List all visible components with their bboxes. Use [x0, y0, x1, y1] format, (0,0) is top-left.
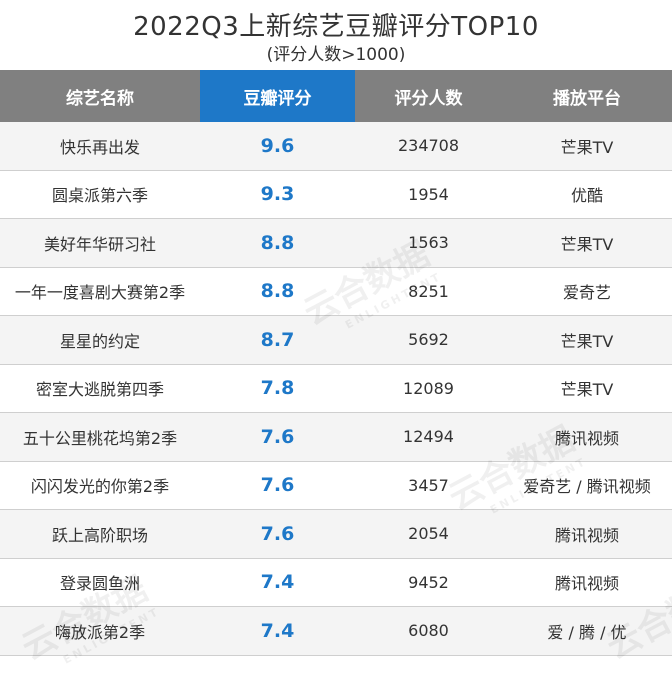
- header-douban-score: 豆瓣评分: [200, 70, 355, 122]
- platform-cell: 腾讯视频: [502, 412, 672, 462]
- table-row: 闪闪发光的你第2季 7.6 3457 爱奇艺 / 腾讯视频: [0, 461, 672, 510]
- show-name-cell: 美好年华研习社: [0, 218, 200, 268]
- chart-title: 2022Q3上新综艺豆瓣评分TOP10: [133, 12, 539, 42]
- douban-score-cell: 7.8: [200, 364, 355, 413]
- table-row: 一年一度喜剧大赛第2季 8.8 8251 爱奇艺: [0, 267, 672, 316]
- platform-cell: 爱 / 腾 / 优: [502, 606, 672, 656]
- platform-cell: 爱奇艺: [502, 267, 672, 316]
- table-row: 嗨放派第2季 7.4 6080 爱 / 腾 / 优: [0, 606, 672, 656]
- header-row: 综艺名称 豆瓣评分 评分人数 播放平台: [0, 70, 672, 122]
- header-show-name: 综艺名称: [0, 70, 200, 122]
- table-row: 美好年华研习社 8.8 1563 芒果TV: [0, 218, 672, 268]
- table-row: 快乐再出发 9.6 234708 芒果TV: [0, 122, 672, 171]
- douban-score-cell: 7.6: [200, 461, 355, 510]
- chart-subtitle: (评分人数>1000): [266, 45, 406, 65]
- show-name-cell: 密室大逃脱第四季: [0, 364, 200, 413]
- platform-cell: 芒果TV: [502, 122, 672, 171]
- show-name-cell: 跃上高阶职场: [0, 509, 200, 559]
- header-platform: 播放平台: [502, 70, 672, 122]
- platform-cell: 腾讯视频: [502, 509, 672, 559]
- table-row: 五十公里桃花坞第2季 7.6 12494 腾讯视频: [0, 412, 672, 462]
- platform-cell: 芒果TV: [502, 364, 672, 413]
- platform-cell: 优酷: [502, 170, 672, 219]
- platform-cell: 芒果TV: [502, 315, 672, 365]
- platform-cell: 腾讯视频: [502, 558, 672, 607]
- show-name-cell: 一年一度喜剧大赛第2季: [0, 267, 200, 316]
- douban-score-cell: 8.7: [200, 315, 355, 365]
- show-name-cell: 登录圆鱼洲: [0, 558, 200, 607]
- table-row: 密室大逃脱第四季 7.8 12089 芒果TV: [0, 364, 672, 413]
- table-row: 圆桌派第六季 9.3 1954 优酷: [0, 170, 672, 219]
- rating-count-cell: 3457: [355, 461, 502, 510]
- rating-count-cell: 5692: [355, 315, 502, 365]
- douban-score-cell: 9.3: [200, 170, 355, 219]
- douban-score-cell: 7.6: [200, 412, 355, 462]
- rating-count-cell: 8251: [355, 267, 502, 316]
- douban-score-cell: 8.8: [200, 218, 355, 268]
- rating-count-cell: 6080: [355, 606, 502, 656]
- rating-count-cell: 1563: [355, 218, 502, 268]
- rating-count-cell: 1954: [355, 170, 502, 219]
- table-row: 跃上高阶职场 7.6 2054 腾讯视频: [0, 509, 672, 559]
- ranking-table: 综艺名称 豆瓣评分 评分人数 播放平台 快乐再出发 9.6 234708 芒果TV 圆桌…: [0, 70, 672, 656]
- show-name-cell: 圆桌派第六季: [0, 170, 200, 219]
- table-body: 快乐再出发 9.6 234708 芒果TV 圆桌派第六季 9.3 1954 优酷 美好年华研习社…: [0, 122, 672, 656]
- douban-score-cell: 7.4: [200, 558, 355, 607]
- show-name-cell: 快乐再出发: [0, 122, 200, 171]
- douban-score-cell: 7.6: [200, 509, 355, 559]
- rating-count-cell: 12089: [355, 364, 502, 413]
- table-row: 登录圆鱼洲 7.4 9452 腾讯视频: [0, 558, 672, 607]
- table-row: 星星的约定 8.7 5692 芒果TV: [0, 315, 672, 365]
- show-name-cell: 五十公里桃花坞第2季: [0, 412, 200, 462]
- rating-count-cell: 234708: [355, 122, 502, 171]
- show-name-cell: 嗨放派第2季: [0, 606, 200, 656]
- rating-count-cell: 12494: [355, 412, 502, 462]
- platform-cell: 爱奇艺 / 腾讯视频: [502, 461, 672, 510]
- show-name-cell: 星星的约定: [0, 315, 200, 365]
- rating-count-cell: 2054: [355, 509, 502, 559]
- header-rating-count: 评分人数: [355, 70, 502, 122]
- show-name-cell: 闪闪发光的你第2季: [0, 461, 200, 510]
- table-header: 综艺名称 豆瓣评分 评分人数 播放平台: [0, 70, 672, 122]
- douban-score-cell: 7.4: [200, 606, 355, 656]
- douban-score-cell: 8.8: [200, 267, 355, 316]
- platform-cell: 芒果TV: [502, 218, 672, 268]
- rating-count-cell: 9452: [355, 558, 502, 607]
- douban-score-cell: 9.6: [200, 122, 355, 171]
